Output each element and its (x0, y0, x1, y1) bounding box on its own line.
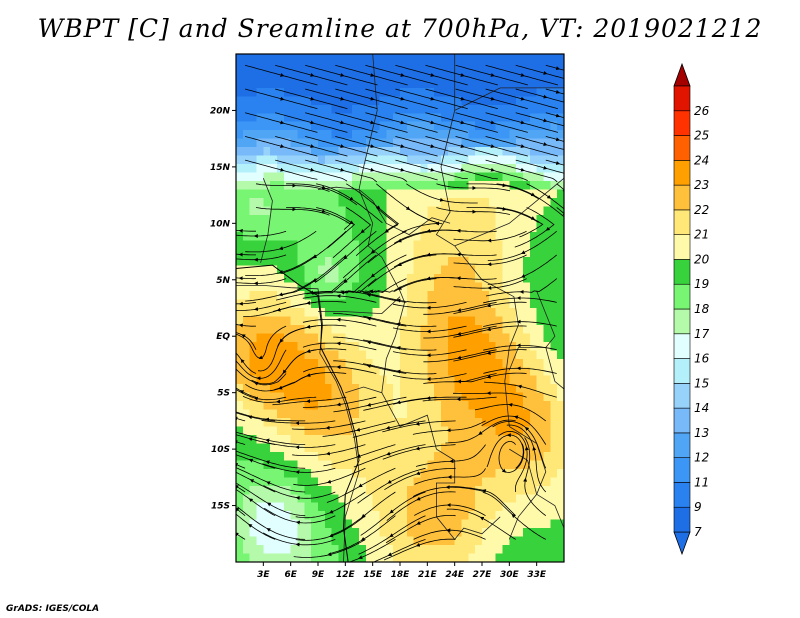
streamlines (236, 64, 564, 562)
colorbar-label: 21 (694, 228, 709, 242)
lat-tick-label: 15N (210, 163, 231, 173)
lon-tick-label: 12E (336, 570, 356, 580)
chart-title: WBPT [C] and Sreamline at 700hPa, VT: 20… (37, 14, 763, 43)
colorbar-label: 23 (694, 178, 709, 192)
colorbar-label: 11 (694, 475, 709, 489)
colorbar-label: 20 (694, 252, 710, 266)
colorbar-swatch (673, 85, 691, 112)
colorbar-swatch (673, 457, 691, 483)
colorbar: 7 9 11 12 13 14 15 16 17 18 19 20 21 22 23 24 25 26 (673, 62, 710, 556)
colorbar-label: 7 (694, 525, 702, 539)
lon-tick-label: 33E (527, 570, 547, 580)
lat-tick-label: 10N (210, 219, 231, 229)
colorbar-label: 24 (694, 153, 709, 167)
colorbar-swatch (673, 358, 691, 384)
colorbar-swatch (673, 160, 691, 186)
colorbar-swatch (673, 259, 691, 285)
colorbar-label: 14 (694, 401, 709, 415)
lon-tick-label: 6E (284, 570, 297, 580)
colorbar-swatch (673, 184, 691, 211)
colorbar-swatch (673, 234, 691, 260)
colorbar-label: 25 (694, 129, 709, 143)
lon-tick-label: 9E (312, 570, 325, 580)
footer-credit: GrADS: IGES/COLA (6, 604, 100, 614)
colorbar-swatch (673, 110, 691, 136)
lat-tick-label: 5N (216, 276, 230, 286)
lon-tick-label: 24E (445, 570, 465, 580)
colorbar-label: 12 (694, 451, 709, 465)
lon-tick-label: 27E (473, 570, 493, 580)
colorbar-swatch (673, 209, 691, 235)
colorbar-label: 26 (694, 104, 710, 118)
colorbar-label: 15 (694, 376, 709, 390)
colorbar-swatch (673, 432, 691, 458)
lat-tick-label: 20N (210, 106, 231, 116)
colorbar-max-triangle (673, 62, 691, 87)
lat-tick-label: EQ (216, 332, 230, 342)
colorbar-swatch (673, 407, 691, 434)
colorbar-swatch (673, 308, 691, 335)
lon-tick-label: 15E (363, 570, 383, 580)
colorbar-swatch (673, 283, 691, 310)
latitude-axis: 20N 15N 10N 5N EQ 5S 10S 15S (210, 106, 236, 512)
colorbar-swatch (673, 333, 691, 359)
colorbar-label: 22 (694, 203, 709, 217)
colorbar-min-triangle (673, 531, 691, 556)
colorbar-swatch (673, 135, 691, 161)
colorbar-label: 13 (694, 426, 709, 440)
lon-tick-label: 18E (391, 570, 411, 580)
lon-tick-label: 3E (257, 570, 270, 580)
lon-tick-label: 30E (500, 570, 520, 580)
colorbar-label: 16 (694, 352, 710, 366)
colorbar-label: 17 (694, 327, 710, 341)
colorbar-swatch (673, 506, 691, 533)
lon-tick-label: 21E (418, 570, 438, 580)
colorbar-swatch (673, 383, 691, 409)
colorbar-label: 18 (694, 302, 710, 316)
colorbar-label: 9 (694, 500, 702, 514)
colorbar-swatch (673, 482, 691, 508)
lat-tick-label: 15S (211, 502, 230, 512)
colorbar-label: 19 (694, 277, 709, 291)
lat-tick-label: 5S (217, 389, 230, 399)
lat-tick-label: 10S (211, 445, 230, 455)
longitude-axis: 3E 6E 9E 12E 15E 18E 21E 24E 27E 30E 33E (257, 562, 547, 580)
